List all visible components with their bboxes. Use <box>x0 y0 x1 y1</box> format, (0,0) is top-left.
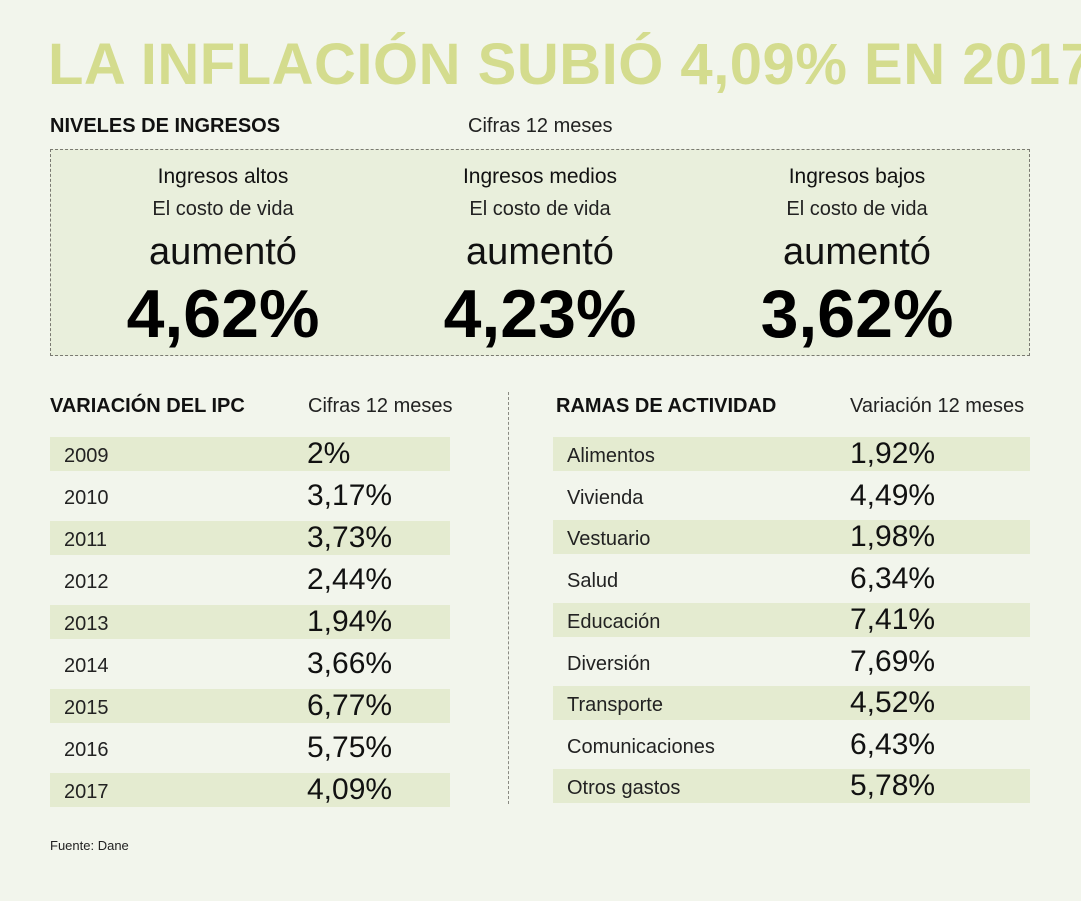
income-group-desc: El costo de vida <box>469 198 611 220</box>
ramas-row-label: Salud <box>567 569 619 592</box>
income-heading: NIVELES DE INGRESOS <box>50 115 281 137</box>
ramas-row: Vestuario 1,98% <box>553 520 1030 554</box>
ipc-row: 2009 2% <box>50 437 450 471</box>
ramas-row-value: 7,69% <box>850 644 936 678</box>
income-group-name: Ingresos medios <box>462 165 618 188</box>
ipc-row-value: 5,75% <box>307 731 393 764</box>
ipc-row-label: 2011 <box>64 529 108 551</box>
ramas-row: Vivienda 4,49% <box>553 479 1030 513</box>
ipc-row-label: 2009 <box>64 445 109 467</box>
ipc-row-value: 3,17% <box>307 479 393 512</box>
ipc-row: 2016 5,75% <box>50 731 450 765</box>
ipc-row-value: 1,94% <box>307 605 393 638</box>
ramas-heading: RAMAS DE ACTIVIDAD <box>556 395 777 417</box>
ramas-row-label: Diversión <box>567 652 651 675</box>
ipc-row-value: 2,44% <box>307 563 393 596</box>
ipc-row-label: 2016 <box>64 739 109 761</box>
ramas-row-value: 6,43% <box>850 727 936 761</box>
ramas-subheading: Variación 12 meses <box>850 395 1025 417</box>
ipc-row: 2017 4,09% <box>50 773 450 807</box>
ipc-row-value: 6,77% <box>307 689 393 722</box>
income-group-low: Ingresos bajos El costo de vida aumentó … <box>697 150 1017 354</box>
income-group-value: 4,23% <box>443 276 637 352</box>
income-group-verb: aumentó <box>783 231 931 273</box>
ramas-row-label: Otros gastos <box>567 777 681 799</box>
income-group-name: Ingresos bajos <box>788 165 926 188</box>
ramas-row: Comunicaciones 6,43% <box>553 728 1030 762</box>
income-group-name: Ingresos altos <box>157 165 289 188</box>
ipc-subheading: Cifras 12 meses <box>308 395 453 417</box>
ipc-row: 2014 3,66% <box>50 647 450 681</box>
income-group-desc: El costo de vida <box>786 198 928 220</box>
ramas-row-label: Vivienda <box>567 486 644 509</box>
ramas-row-value: 1,98% <box>850 520 936 553</box>
ipc-row: 2013 1,94% <box>50 605 450 639</box>
income-group-value: 3,62% <box>760 276 954 352</box>
ramas-row: Salud 6,34% <box>553 562 1030 596</box>
income-levels-box: Ingresos altos El costo de vida aumentó … <box>50 149 1030 356</box>
ipc-row-label: 2013 <box>64 613 109 635</box>
ipc-row: 2010 3,17% <box>50 479 450 513</box>
income-group-medium: Ingresos medios El costo de vida aumentó… <box>380 150 700 354</box>
income-group-verb: aumentó <box>149 231 297 273</box>
ipc-heading: VARIACIÓN DEL IPC <box>50 395 245 417</box>
column-divider <box>508 392 509 804</box>
ipc-row-label: 2012 <box>64 571 109 593</box>
ipc-row-value: 3,66% <box>307 647 393 680</box>
ramas-row-value: 1,92% <box>850 437 936 470</box>
ramas-row: Educación 7,41% <box>553 603 1030 637</box>
ipc-row-value: 2% <box>307 437 351 470</box>
ipc-row-value: 4,09% <box>307 773 393 806</box>
page-title: LA INFLACIÓN SUBIÓ 4,09% EN 2017 <box>48 32 1081 97</box>
ramas-row-value: 4,49% <box>850 478 936 512</box>
ramas-row-label: Transporte <box>567 694 663 716</box>
ramas-row: Otros gastos 5,78% <box>553 769 1030 803</box>
ramas-row-label: Comunicaciones <box>567 735 715 758</box>
income-group-value: 4,62% <box>126 276 320 352</box>
ramas-row: Transporte 4,52% <box>553 686 1030 720</box>
ramas-row-value: 4,52% <box>850 686 936 719</box>
ramas-row-label: Educación <box>567 611 661 633</box>
ramas-row-value: 5,78% <box>850 769 936 802</box>
ipc-row: 2012 2,44% <box>50 563 450 597</box>
income-group-verb: aumentó <box>466 231 614 273</box>
income-subheading: Cifras 12 meses <box>468 115 613 137</box>
ramas-row-label: Alimentos <box>567 445 655 467</box>
ipc-row: 2015 6,77% <box>50 689 450 723</box>
ramas-row: Diversión 7,69% <box>553 645 1030 679</box>
ramas-row-value: 7,41% <box>850 603 936 636</box>
income-group-high: Ingresos altos El costo de vida aumentó … <box>63 150 383 354</box>
ipc-row-value: 3,73% <box>307 521 393 554</box>
ramas-row-label: Vestuario <box>567 528 651 550</box>
source-note: Fuente: Dane <box>50 838 129 853</box>
ipc-row-label: 2014 <box>64 655 109 677</box>
ramas-row-value: 6,34% <box>850 561 936 595</box>
ipc-row-label: 2010 <box>64 487 109 509</box>
income-group-desc: El costo de vida <box>152 198 294 220</box>
ramas-row: Alimentos 1,92% <box>553 437 1030 471</box>
ipc-row: 2011 3,73% <box>50 521 450 555</box>
ipc-row-label: 2015 <box>64 697 109 719</box>
ipc-row-label: 2017 <box>64 781 109 803</box>
